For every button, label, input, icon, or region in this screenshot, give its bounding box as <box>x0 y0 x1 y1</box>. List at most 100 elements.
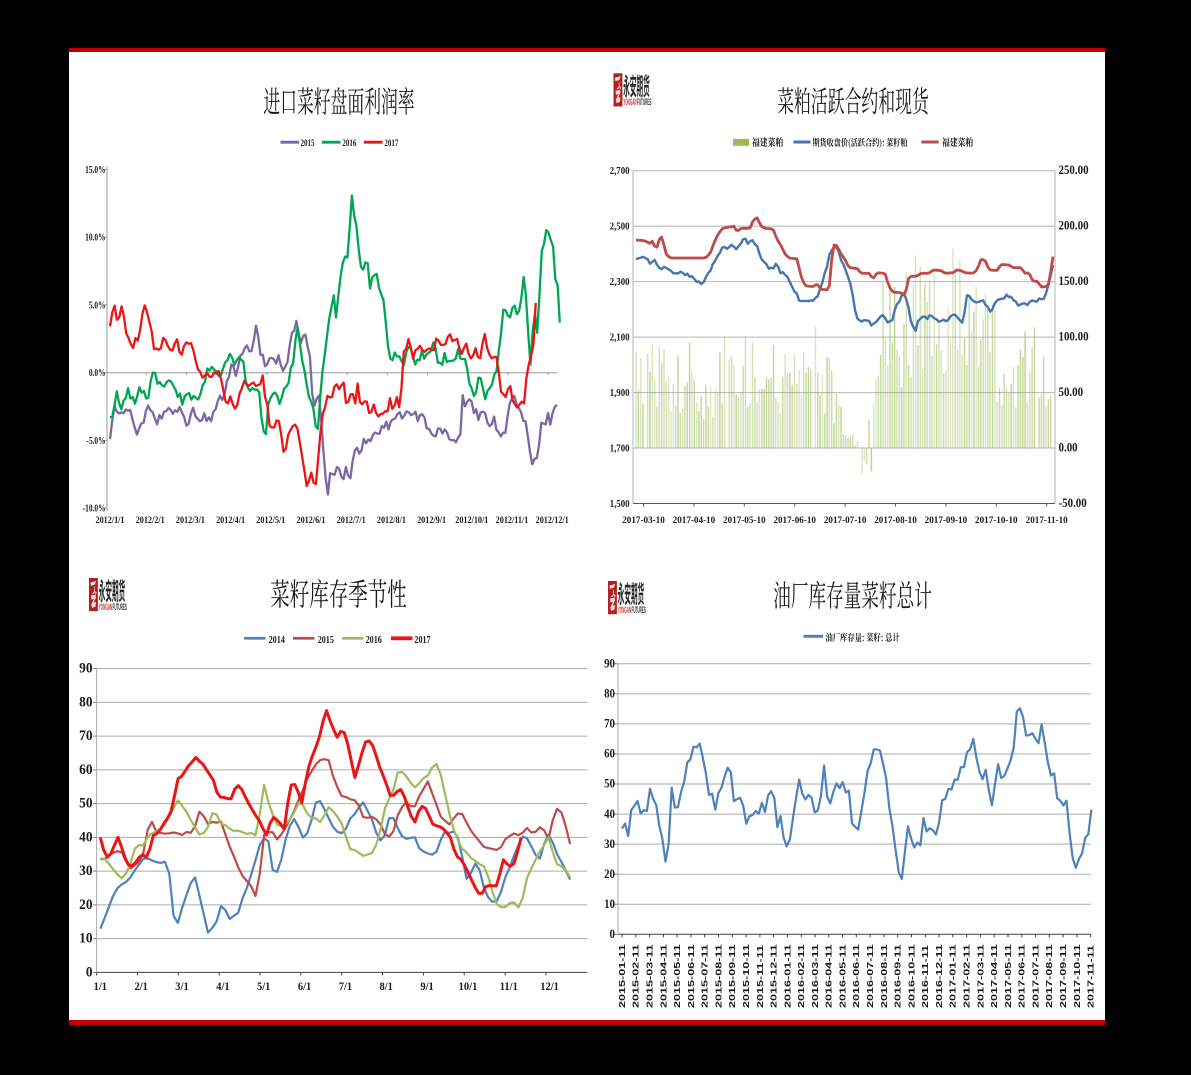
svg-text:2012/2/1: 2012/2/1 <box>136 514 165 525</box>
svg-text:80: 80 <box>79 694 92 711</box>
svg-text:20: 20 <box>79 896 92 913</box>
svg-text:2017-06-11: 2017-06-11 <box>1018 944 1027 1008</box>
svg-text:3/1: 3/1 <box>175 981 188 994</box>
svg-text:20: 20 <box>604 866 615 881</box>
svg-text:80: 80 <box>604 686 615 701</box>
svg-text:2015-01-11: 2015-01-11 <box>618 944 627 1008</box>
svg-text:50.00: 50.00 <box>1059 385 1084 399</box>
svg-text:2016: 2016 <box>342 137 356 148</box>
svg-text:2017-01-11: 2017-01-11 <box>949 944 958 1008</box>
svg-text:2016: 2016 <box>366 635 382 646</box>
svg-text:11/1: 11/1 <box>500 981 518 994</box>
svg-text:2017-03-11: 2017-03-11 <box>977 944 986 1008</box>
svg-text:2017-11-10: 2017-11-10 <box>1026 516 1068 526</box>
svg-text:12/1: 12/1 <box>540 981 559 994</box>
svg-text:10: 10 <box>79 930 92 947</box>
svg-text:2012/8/1: 2012/8/1 <box>377 514 406 525</box>
svg-text:2017-09-11: 2017-09-11 <box>1059 944 1068 1008</box>
svg-text:2017-10-10: 2017-10-10 <box>975 516 1018 526</box>
svg-text:2017-05-11: 2017-05-11 <box>1004 944 1013 1008</box>
svg-text:2016-01-11: 2016-01-11 <box>784 944 793 1008</box>
svg-text:10: 10 <box>604 896 615 911</box>
svg-text:2017-04-10: 2017-04-10 <box>673 516 716 526</box>
svg-text:2015-05-11: 2015-05-11 <box>673 944 682 1008</box>
svg-text:2017: 2017 <box>384 137 398 148</box>
svg-text:10.0%: 10.0% <box>85 233 105 245</box>
svg-text:30: 30 <box>79 862 92 879</box>
svg-text:0: 0 <box>86 964 93 981</box>
svg-text:2017-05-10: 2017-05-10 <box>723 516 766 526</box>
svg-text:250.00: 250.00 <box>1059 163 1089 177</box>
svg-text:2016-10-11: 2016-10-11 <box>908 944 917 1008</box>
svg-text:50: 50 <box>604 776 615 791</box>
svg-text:2016-03-11: 2016-03-11 <box>811 944 820 1008</box>
svg-text:2012/12/1: 2012/12/1 <box>536 514 570 525</box>
svg-text:2017-11-11: 2017-11-11 <box>1087 945 1096 1008</box>
svg-text:2/1: 2/1 <box>134 981 147 994</box>
svg-text:1,900: 1,900 <box>610 387 630 399</box>
svg-text:0.00: 0.00 <box>1059 441 1078 455</box>
svg-text:60: 60 <box>79 761 92 778</box>
svg-text:2012/7/1: 2012/7/1 <box>337 514 366 525</box>
svg-text:2012/5/1: 2012/5/1 <box>256 514 285 525</box>
svg-text:2015-10-11: 2015-10-11 <box>742 944 751 1008</box>
svg-text:2016-07-11: 2016-07-11 <box>866 944 875 1008</box>
svg-text:50: 50 <box>79 795 92 812</box>
svg-text:2017: 2017 <box>414 635 430 646</box>
svg-text:2016-04-11: 2016-04-11 <box>825 944 834 1008</box>
svg-text:2015-08-11: 2015-08-11 <box>715 944 724 1008</box>
svg-text:8/1: 8/1 <box>379 981 392 994</box>
svg-text:2016-11-11: 2016-11-11 <box>921 945 930 1008</box>
svg-text:2012/9/1: 2012/9/1 <box>417 514 446 525</box>
svg-text:2015-12-11: 2015-12-11 <box>770 944 779 1008</box>
svg-text:2,300: 2,300 <box>610 276 630 288</box>
svg-text:2017-08-11: 2017-08-11 <box>1045 944 1054 1008</box>
svg-text:0: 0 <box>610 926 616 941</box>
svg-text:2012/4/1: 2012/4/1 <box>216 514 245 525</box>
svg-text:40: 40 <box>79 829 92 846</box>
svg-text:10/1: 10/1 <box>459 981 478 994</box>
svg-text:2016-08-11: 2016-08-11 <box>880 944 889 1008</box>
svg-text:90: 90 <box>79 660 92 677</box>
svg-text:2015-11-11: 2015-11-11 <box>756 945 765 1008</box>
svg-text:2016-05-11: 2016-05-11 <box>839 944 848 1008</box>
svg-text:2016-06-11: 2016-06-11 <box>852 944 861 1008</box>
svg-text:2012/11/1: 2012/11/1 <box>496 514 529 525</box>
svg-text:2016-09-11: 2016-09-11 <box>894 944 903 1008</box>
svg-text:2012/6/1: 2012/6/1 <box>296 514 325 525</box>
svg-text:2015-09-11: 2015-09-11 <box>728 944 737 1008</box>
svg-text:2016-12-11: 2016-12-11 <box>935 944 944 1008</box>
svg-text:4/1: 4/1 <box>216 981 229 994</box>
svg-text:2015-02-11: 2015-02-11 <box>632 944 641 1008</box>
svg-text:70: 70 <box>79 727 92 744</box>
svg-text:2012/10/1: 2012/10/1 <box>455 514 489 525</box>
svg-text:90: 90 <box>604 656 615 671</box>
svg-text:2015: 2015 <box>318 635 334 646</box>
svg-text:40: 40 <box>604 806 615 821</box>
svg-text:15.0%: 15.0% <box>85 165 105 177</box>
svg-text:2017-08-10: 2017-08-10 <box>874 516 917 526</box>
svg-text:2,100: 2,100 <box>610 332 630 344</box>
svg-text:5/1: 5/1 <box>257 981 270 994</box>
svg-text:2017-02-11: 2017-02-11 <box>963 944 972 1008</box>
svg-text:2015-04-11: 2015-04-11 <box>660 944 669 1008</box>
svg-text:2017-04-11: 2017-04-11 <box>990 944 999 1008</box>
svg-text:2,500: 2,500 <box>610 221 630 233</box>
svg-text:7/1: 7/1 <box>339 981 352 994</box>
svg-text:100.00: 100.00 <box>1059 330 1089 344</box>
svg-text:1,500: 1,500 <box>610 498 630 510</box>
svg-text:2012/3/1: 2012/3/1 <box>176 514 205 525</box>
svg-text:200.00: 200.00 <box>1059 219 1089 233</box>
svg-text:2015-07-11: 2015-07-11 <box>701 944 710 1008</box>
svg-text:2017-09-10: 2017-09-10 <box>925 516 968 526</box>
svg-text:2015-03-11: 2015-03-11 <box>646 944 655 1008</box>
svg-text:2017-03-10: 2017-03-10 <box>622 516 665 526</box>
svg-text:-5.0%: -5.0% <box>86 436 105 448</box>
svg-text:9/1: 9/1 <box>420 981 433 994</box>
svg-text:30: 30 <box>604 836 615 851</box>
svg-text:60: 60 <box>604 746 615 761</box>
svg-text:2015: 2015 <box>300 137 314 148</box>
svg-text:5.0%: 5.0% <box>89 300 106 312</box>
svg-text:1/1: 1/1 <box>94 981 107 994</box>
svg-text:2012/1/1: 2012/1/1 <box>95 514 124 525</box>
